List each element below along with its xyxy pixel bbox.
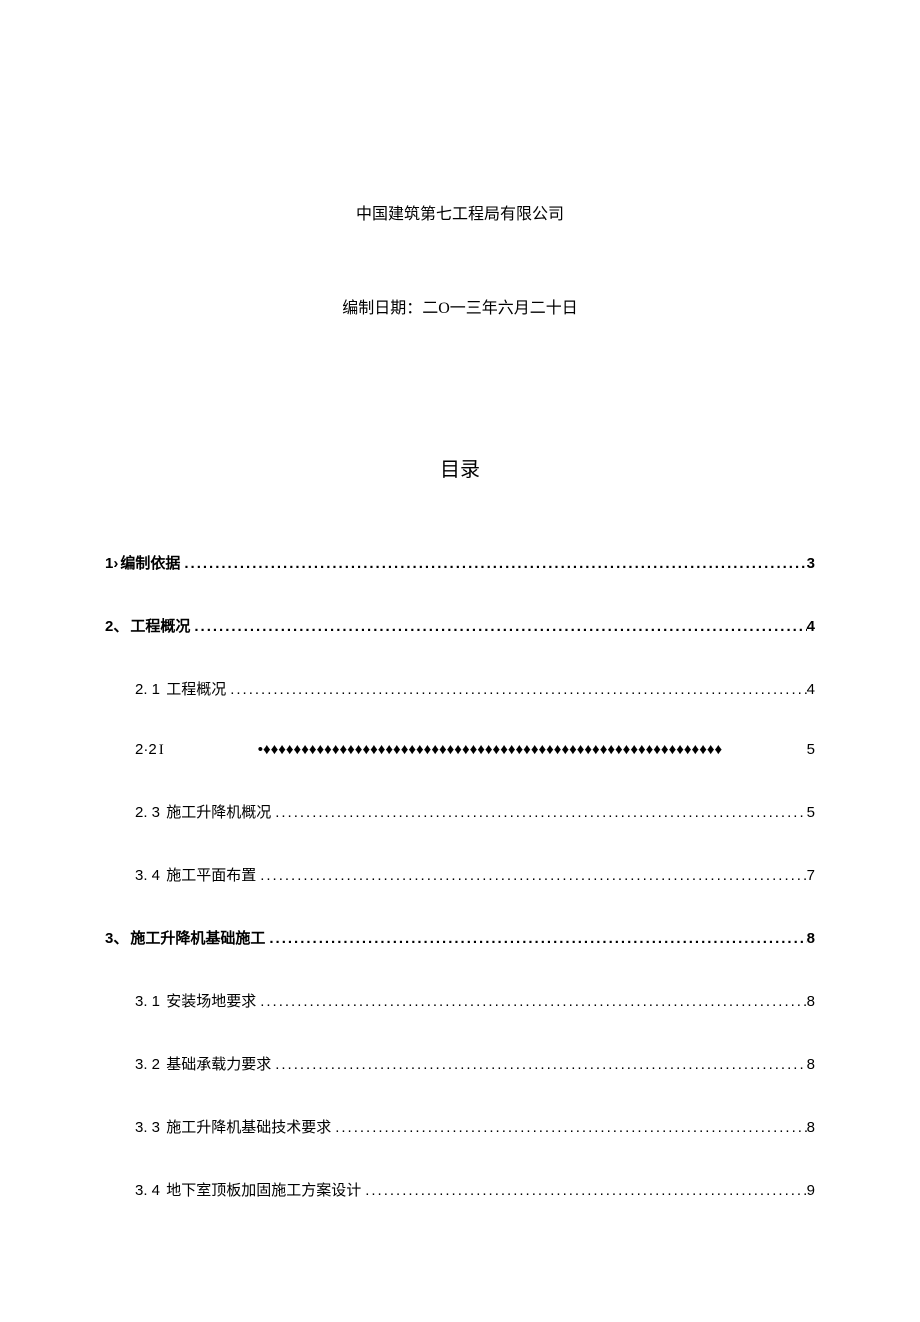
toc-entry-number: 3. 4: [135, 1182, 164, 1199]
toc-entry: 3. 4 地下室顶板加固施工方案设计......................…: [105, 1179, 815, 1200]
toc-entry-text: 施工平面布置: [166, 868, 256, 884]
toc-leader: ........................................…: [271, 804, 806, 821]
toc-entry-number: 1›: [105, 555, 118, 572]
toc-entry-label: 3. 4 地下室顶板加固施工方案设计: [135, 1179, 361, 1200]
toc-entry-text: 基础承载力要求: [166, 1057, 271, 1073]
toc-entry-label: 3. 2 基础承载力要求: [135, 1053, 271, 1074]
toc-page-number: 4: [807, 618, 815, 635]
toc-entry: 2·2I•♦♦♦♦♦♦♦♦♦♦♦♦♦♦♦♦♦♦♦♦♦♦♦♦♦♦♦♦♦♦♦♦♦♦♦…: [105, 741, 815, 759]
toc-entry-label: 3. 3 施工升降机基础技术要求: [135, 1116, 331, 1137]
toc-page-number: 8: [807, 930, 815, 947]
toc-page-number: 5: [807, 804, 815, 821]
toc-entry-number: 3. 2: [135, 1056, 164, 1073]
toc-entry: 3. 4 施工平面布置.............................…: [105, 864, 815, 885]
toc-entry: 3. 1 安装场地要求.............................…: [105, 990, 815, 1011]
toc-entry-text: I: [159, 742, 164, 758]
toc-leader: ........................................…: [190, 618, 806, 635]
compilation-date: 编制日期：二O一三年六月二十日: [105, 294, 815, 318]
toc-leader: ........................................…: [256, 867, 806, 884]
toc-entry-text: 施工升降机基础技术要求: [166, 1120, 331, 1136]
toc-entry-text: 工程概况: [130, 619, 190, 635]
toc-entry-text: 地下室顶板加固施工方案设计: [166, 1183, 361, 1199]
toc-leader: ........................................…: [331, 1119, 806, 1136]
toc-leader: ........................................…: [361, 1182, 806, 1199]
toc-entry: 2、工程概况..................................…: [105, 615, 815, 636]
toc-page-number: 3: [807, 555, 815, 572]
toc-entry-label: 1›编制依据: [105, 552, 180, 573]
toc-leader: ........................................…: [271, 1056, 806, 1073]
toc-entry-text: 施工升降机基础施工: [130, 931, 265, 947]
toc-entry-label: 2. 1 工程概况: [135, 678, 226, 699]
toc-leader: •♦♦♦♦♦♦♦♦♦♦♦♦♦♦♦♦♦♦♦♦♦♦♦♦♦♦♦♦♦♦♦♦♦♦♦♦♦♦♦…: [254, 741, 807, 758]
toc-entry-number: 3、: [105, 930, 128, 947]
toc-entry: 3、施工升降机基础施工.............................…: [105, 927, 815, 948]
toc-entry-number: 3. 1: [135, 993, 164, 1010]
document-page: 中国建筑第七工程局有限公司 编制日期：二O一三年六月二十日 目录 1›编制依据.…: [0, 0, 920, 1322]
toc-entry: 2. 1 工程概况...............................…: [105, 678, 815, 699]
toc-leader: ........................................…: [256, 993, 806, 1010]
toc-leader: ........................................…: [180, 555, 806, 572]
toc-entry-number: 2、: [105, 618, 128, 635]
toc-entry: 3. 2 基础承载力要求............................…: [105, 1053, 815, 1074]
toc-entry-label: 3、施工升降机基础施工: [105, 927, 265, 948]
toc-entry: 2. 3 施工升降机概况............................…: [105, 801, 815, 822]
toc-entry-text: 工程概况: [166, 682, 226, 698]
toc-entry-text: 编制依据: [120, 556, 180, 572]
table-of-contents: 1›编制依据..................................…: [105, 552, 815, 1200]
toc-entry: 1›编制依据..................................…: [105, 552, 815, 573]
toc-page-number: 7: [807, 867, 815, 884]
toc-entry-number: 3. 4: [135, 867, 164, 884]
toc-page-number: 4: [807, 681, 815, 698]
toc-leader: ........................................…: [265, 930, 806, 947]
toc-entry-label: 2. 3 施工升降机概况: [135, 801, 271, 822]
toc-entry-label: 3. 4 施工平面布置: [135, 864, 256, 885]
toc-entry-label: 2·2I: [135, 741, 254, 759]
toc-entry: 3. 3 施工升降机基础技术要求........................…: [105, 1116, 815, 1137]
toc-entry-text: 施工升降机概况: [166, 805, 271, 821]
toc-heading: 目录: [105, 453, 815, 482]
company-name: 中国建筑第七工程局有限公司: [105, 200, 815, 224]
toc-page-number: 8: [807, 993, 815, 1010]
toc-page-number: 9: [807, 1182, 815, 1199]
toc-page-number: 8: [807, 1056, 815, 1073]
toc-entry-number: 2·2: [135, 741, 157, 758]
toc-leader: ........................................…: [226, 681, 806, 698]
toc-page-number: 5: [807, 741, 815, 758]
toc-entry-label: 2、工程概况: [105, 615, 190, 636]
toc-entry-number: 2. 3: [135, 804, 164, 821]
toc-entry-text: 安装场地要求: [166, 994, 256, 1010]
toc-entry-number: 2. 1: [135, 681, 164, 698]
toc-page-number: 8: [807, 1119, 815, 1136]
toc-entry-label: 3. 1 安装场地要求: [135, 990, 256, 1011]
toc-entry-number: 3. 3: [135, 1119, 164, 1136]
